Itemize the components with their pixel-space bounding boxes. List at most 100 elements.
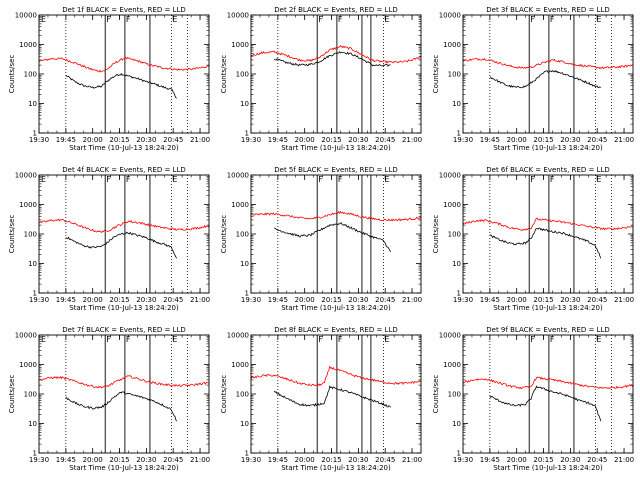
y-tick-label: 10000 [439,172,461,180]
events-series-line [489,385,602,422]
y-tick-label: 1 [33,130,37,138]
y-tick-label: 10 [28,260,37,268]
x-tick-label: 19:45 [268,136,288,144]
marker-label: F [530,15,535,24]
x-axis-label: Start Time (10-Jul-13 18:24:20) [493,464,603,472]
marker-label: F [530,335,535,344]
x-tick-label: 20:30 [136,296,156,304]
marker-label: E [172,175,177,184]
panel-title: Det 3f BLACK = Events, RED = LLD [486,6,609,14]
y-axis-label: Counts/sec [432,375,440,414]
y-tick-label: 100 [448,391,461,399]
x-tick-label: 20:15 [321,296,341,304]
x-tick-label: 21:00 [402,456,422,464]
plot-frame [462,14,634,134]
y-axis-label: Counts/sec [432,55,440,94]
x-tick-label: 20:00 [507,296,527,304]
y-tick-label: 10 [28,100,37,108]
x-tick-label: 20:30 [136,456,156,464]
marker-label: E [596,175,601,184]
events-series-line [273,385,391,408]
x-tick-label: 19:45 [480,136,500,144]
lld-series-line [463,217,633,232]
marker-label: F [126,175,131,184]
x-axis-label: Start Time (10-Jul-13 18:24:20) [281,304,391,312]
marker-label: E [596,15,601,24]
y-tick-label: 10000 [439,12,461,20]
y-tick-label: 10000 [227,172,249,180]
plot-frame [462,174,634,294]
x-axis-label: Start Time (10-Jul-13 18:24:20) [69,464,179,472]
x-tick-label: 20:30 [560,136,580,144]
x-axis-label: Start Time (10-Jul-13 18:24:20) [281,144,391,152]
x-tick-label: 21:00 [614,136,634,144]
x-tick-label: 19:45 [268,456,288,464]
panel-1: Det 1f BLACK = Events, RED = LLD 1 10 100 10… [8,6,210,152]
x-axis-label: Start Time (10-Jul-13 18:24:20) [281,464,391,472]
marker-label: E [41,335,46,344]
x-tick-label: 20:00 [295,456,315,464]
plot-frame [38,14,210,134]
x-tick-label: 21:00 [614,456,634,464]
lld-series-line [39,56,209,73]
x-tick-label: 21:00 [402,136,422,144]
x-tick-label: 20:45 [375,296,395,304]
lld-series-line [251,365,421,387]
y-tick-label: 100 [448,231,461,239]
events-series-line [65,391,178,422]
marker-label: F [550,15,555,24]
marker-label: F [318,15,323,24]
marker-label: E [41,175,46,184]
panel-title: Det 2f BLACK = Events, RED = LLD [274,6,397,14]
x-tick-label: 20:45 [375,136,395,144]
x-axis-label: Start Time (10-Jul-13 18:24:20) [69,144,179,152]
x-tick-label: 19:45 [480,456,500,464]
marker-label: E [384,335,389,344]
y-tick-label: 10 [452,260,461,268]
x-tick-label: 20:15 [321,136,341,144]
x-tick-label: 20:45 [163,456,183,464]
x-tick-label: 21:00 [190,456,210,464]
y-axis-label: Counts/sec [220,55,228,94]
y-tick-label: 10 [28,420,37,428]
events-series-line [65,72,177,99]
x-tick-label: 20:00 [295,296,315,304]
x-tick-label: 20:15 [533,136,553,144]
y-tick-label: 10000 [227,12,249,20]
plot-frame [38,334,210,454]
y-axis-label: Counts/sec [8,215,16,254]
panel-title: Det 6f BLACK = Events, RED = LLD [486,166,609,174]
marker-label: E [384,15,389,24]
x-tick-label: 19:30 [241,456,261,464]
y-tick-label: 100 [448,71,461,79]
x-tick-label: 19:45 [56,136,76,144]
panel-6: Det 6f BLACK = Events, RED = LLD 1 10 100 10… [432,166,634,312]
panel-2: Det 2f BLACK = Events, RED = LLD 1 10 100 10… [220,6,422,152]
lld-series-line [251,210,421,222]
marker-label: F [126,335,131,344]
y-tick-label: 100 [236,391,249,399]
y-axis-label: Counts/sec [8,55,16,94]
y-tick-label: 1000 [19,361,37,369]
marker-label: F [126,15,131,24]
x-tick-label: 19:30 [29,296,49,304]
x-tick-label: 20:00 [83,456,103,464]
x-tick-label: 19:30 [241,136,261,144]
y-tick-label: 10 [452,420,461,428]
x-tick-label: 19:45 [56,296,76,304]
x-tick-label: 20:15 [533,296,553,304]
panel-title: Det 5f BLACK = Events, RED = LLD [274,166,397,174]
x-tick-label: 20:30 [136,136,156,144]
marker-label: F [106,15,111,24]
y-tick-label: 1000 [231,201,249,209]
marker-label: F [338,15,343,24]
marker-label: E [596,335,601,344]
lld-series-line [463,376,633,390]
y-tick-label: 100 [236,71,249,79]
x-tick-label: 20:15 [109,456,129,464]
y-tick-label: 1 [457,290,461,298]
lld-series-line [463,57,633,70]
x-tick-label: 20:15 [109,296,129,304]
lld-series-line [251,45,421,64]
marker-label: F [318,175,323,184]
